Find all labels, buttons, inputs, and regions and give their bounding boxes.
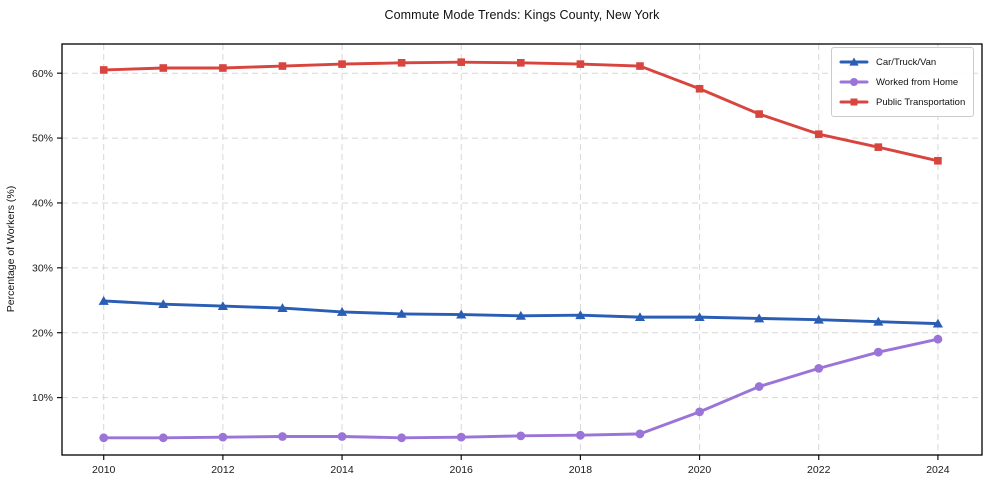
data-point-worked-from-home [695,407,704,417]
data-point-car-truck-van [336,307,348,316]
x-tick-label: 2012 [211,464,235,476]
series-line-public-transportation [102,60,940,163]
x-tick-label: 2016 [450,464,474,476]
data-point-worked-from-home [278,432,287,441]
data-point-public-transportation [755,110,763,118]
data-point-car-truck-van [932,318,944,328]
y-tick-label: 10% [32,392,53,404]
x-tick-label: 2024 [926,464,950,476]
y-tick-label: 50% [32,133,53,145]
legend-circle-marker-icon [839,77,869,87]
legend-item-public-transportation: Public Transportation [839,92,965,112]
data-point-public-transportation [636,62,644,70]
data-point-public-transportation [517,59,525,67]
chart-title: Commute Mode Trends: Kings County, New Y… [384,8,660,22]
data-point-car-truck-van [873,316,884,326]
data-point-car-truck-van [575,310,586,320]
data-point-public-transportation [814,130,823,138]
data-point-car-truck-van [396,308,407,318]
plot-border [61,43,983,456]
data-point-car-truck-van [634,312,646,322]
data-point-public-transportation [159,64,168,72]
data-point-worked-from-home [814,363,824,373]
data-point-car-truck-van [694,312,705,322]
data-point-car-truck-van [754,313,765,323]
legend-label-public-transportation: Public Transportation [876,96,966,108]
data-point-car-truck-van [158,299,169,309]
x-tick-label: 2022 [807,464,831,476]
data-point-car-truck-van [217,301,228,311]
data-point-worked-from-home [218,432,228,442]
data-point-public-transportation [397,59,406,67]
data-point-public-transportation [576,60,585,68]
data-point-public-transportation [934,156,942,165]
data-point-car-truck-van [515,310,526,320]
data-point-worked-from-home [635,429,645,439]
legend-label-worked-from-home: Worked from Home [876,76,959,88]
data-point-car-truck-van [98,296,109,305]
data-point-worked-from-home [99,433,109,443]
data-point-car-truck-van [277,303,288,312]
data-point-worked-from-home [337,432,347,441]
legend-item-car-truck-van: Car/Truck/Van [839,52,965,72]
y-tick-label: 40% [32,198,53,210]
data-point-public-transportation [278,62,287,70]
data-point-worked-from-home [575,430,585,440]
y-tick-label: 60% [32,68,53,80]
data-point-car-truck-van [813,314,824,324]
legend-triangle-marker-icon [839,57,869,66]
data-point-public-transportation [219,64,227,72]
legend-item-worked-from-home: Worked from Home [839,72,965,92]
x-tick-label: 2010 [92,464,116,476]
data-point-car-truck-van [456,309,467,319]
y-tick-label: 30% [32,262,53,274]
data-point-worked-from-home [873,347,883,357]
data-point-worked-from-home [158,433,168,443]
series-line-worked-from-home [102,337,940,440]
x-tick-label: 2018 [569,464,593,476]
data-point-public-transportation [338,60,346,68]
legend-square-marker-icon [839,98,869,106]
data-point-public-transportation [695,84,704,93]
data-point-public-transportation [457,58,466,66]
x-tick-label: 2014 [330,464,354,476]
legend-label-car-truck-van: Car/Truck/Van [876,56,937,68]
legend-marker-worked-from-home [849,77,859,87]
y-tick-label: 20% [32,327,53,339]
data-point-worked-from-home [933,334,943,344]
legend-marker-public-transportation [850,98,858,106]
data-point-worked-from-home [397,433,407,443]
legend: Car/Truck/Van Worked from Home Public Tr… [831,47,975,117]
legend-marker-car-truck-van [849,57,859,66]
data-point-worked-from-home [516,431,526,441]
data-point-worked-from-home [456,432,466,442]
data-point-public-transportation [99,66,108,74]
x-tick-label: 2020 [688,464,712,476]
data-point-worked-from-home [754,382,764,391]
data-point-public-transportation [874,143,883,151]
